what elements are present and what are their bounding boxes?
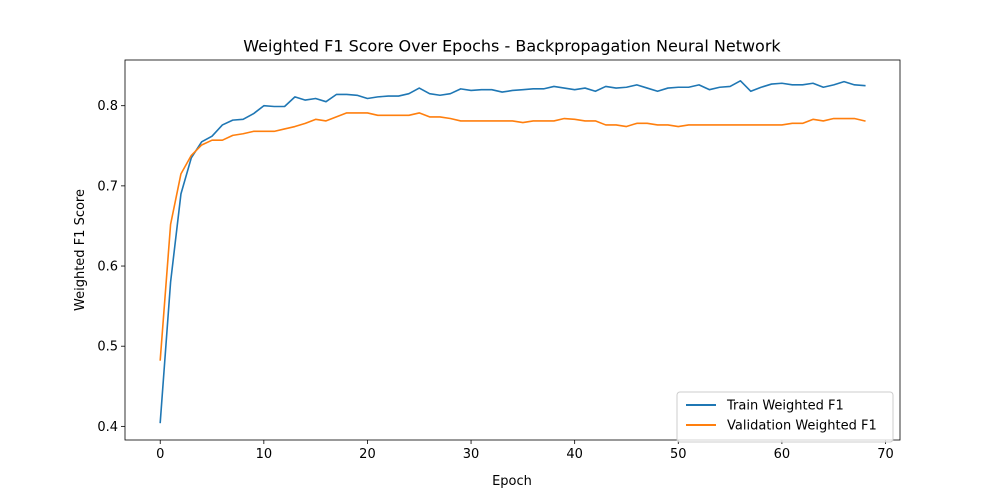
x-tick-label: 40 [566,447,583,462]
x-tick-label: 20 [359,447,376,462]
x-tick-label: 70 [877,447,894,462]
x-tick-label: 0 [156,447,164,462]
y-tick-label: 0.5 [97,340,118,355]
y-axis: 0.4 0.5 0.6 0.7 0.8 [97,99,125,435]
legend: Train Weighted F1 Validation Weighted F1 [676,391,894,443]
y-tick-label: 0.7 [97,179,118,194]
train-f1-line [159,80,866,424]
y-tick-label: 0.8 [97,99,118,114]
series-layer [159,80,866,424]
legend-box [676,391,894,443]
plot-frame [124,59,901,441]
x-tick-label: 50 [670,447,687,462]
legend-label-validation: Validation Weighted F1 [727,419,877,434]
x-tick-label: 10 [256,447,273,462]
y-axis-label: Weighted F1 Score [73,189,88,311]
y-tick-label: 0.6 [97,260,118,275]
x-tick-label: 30 [463,447,480,462]
chart-title: Weighted F1 Score Over Epochs - Backprop… [243,37,781,56]
validation-f1-line [159,112,866,361]
x-axis-label: Epoch [492,474,532,489]
x-axis: 0 10 20 30 40 50 60 70 [156,440,894,462]
y-tick-label: 0.4 [97,420,118,435]
legend-label-train: Train Weighted F1 [726,399,844,414]
x-tick-label: 60 [774,447,791,462]
